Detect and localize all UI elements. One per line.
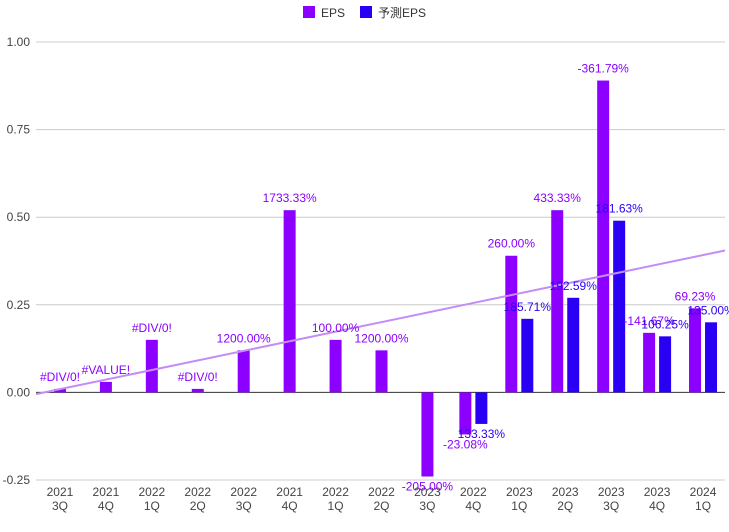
eps-data-label: #DIV/0! [178, 370, 218, 384]
forecast-eps-data-label: 181.63% [595, 202, 643, 216]
x-category-quarter: 3Q [52, 499, 68, 513]
data-labels: #DIV/0!#VALUE!#DIV/0!#DIV/0!1200.00%1733… [40, 62, 729, 494]
x-category-year: 2023 [644, 485, 671, 499]
x-category-year: 2023 [552, 485, 579, 499]
eps-data-label: -141.67% [623, 314, 675, 328]
x-category-year: 2022 [230, 485, 257, 499]
y-tick-label: 0.00 [7, 385, 31, 399]
eps-data-label: #DIV/0! [40, 370, 80, 384]
x-category-year: 2021 [276, 485, 303, 499]
forecast-eps-bar [521, 318, 534, 393]
eps-bar [191, 388, 204, 393]
legend-swatch [303, 6, 315, 18]
x-category-year: 2024 [690, 485, 717, 499]
x-category-quarter: 1Q [511, 499, 527, 513]
eps-bar [505, 255, 518, 393]
forecast-eps-bar [567, 297, 580, 393]
x-category-year: 2022 [460, 485, 487, 499]
forecast-eps-bar [475, 392, 488, 424]
eps-data-label: 100.00% [312, 321, 360, 335]
eps-trendline [35, 249, 726, 396]
x-category-year: 2023 [506, 485, 533, 499]
x-category-quarter: 4Q [465, 499, 481, 513]
eps-bar [329, 339, 342, 393]
x-axis: 20213Q20214Q20221Q20222Q20223Q20214Q2022… [47, 485, 717, 513]
eps-bar [421, 392, 434, 477]
forecast-eps-data-label: 135.00% [687, 303, 729, 317]
x-category-quarter: 1Q [144, 499, 160, 513]
eps-data-label: 69.23% [675, 289, 716, 303]
y-tick-label: 1.00 [7, 35, 31, 49]
y-tick-label: 0.75 [7, 123, 31, 137]
forecast-eps-data-label: 185.71% [504, 300, 552, 314]
eps-bar [597, 80, 610, 393]
eps-bar [459, 392, 472, 435]
x-category-quarter: 4Q [98, 499, 114, 513]
forecast-eps-data-label: 106.25% [641, 317, 689, 331]
eps-data-label: 1200.00% [217, 331, 271, 345]
x-category-quarter: 2Q [190, 499, 206, 513]
forecast-eps-data-label: 192.59% [550, 279, 598, 293]
x-category-year: 2021 [47, 485, 74, 499]
x-category-year: 2023 [414, 485, 441, 499]
legend-swatch [360, 6, 372, 18]
eps-data-label: 1200.00% [354, 331, 408, 345]
eps-data-label: 1733.33% [263, 191, 317, 205]
x-category-quarter: 1Q [695, 499, 711, 513]
x-category-quarter: 4Q [282, 499, 298, 513]
eps-data-label: 260.00% [488, 237, 536, 251]
forecast-eps-bar [659, 336, 672, 393]
eps-data-label: -361.79% [577, 62, 629, 76]
x-category-quarter: 3Q [419, 499, 435, 513]
eps-data-label: #VALUE! [82, 363, 130, 377]
forecast-eps-data-label: 133.33% [458, 427, 506, 441]
eps-data-label: #DIV/0! [132, 321, 172, 335]
eps-bar [53, 388, 66, 393]
eps-bar [145, 339, 158, 393]
eps-bar [237, 350, 250, 393]
y-tick-label: 0.25 [7, 298, 31, 312]
x-category-year: 2022 [138, 485, 165, 499]
x-category-quarter: 3Q [236, 499, 252, 513]
x-category-quarter: 2Q [373, 499, 389, 513]
trendline-layer [35, 249, 726, 396]
eps-bar [375, 350, 388, 393]
forecast-eps-bar [705, 322, 718, 393]
eps-bar [283, 210, 296, 393]
bars [53, 80, 718, 477]
eps-data-label: -23.08% [443, 437, 488, 451]
legend: EPS 予測EPS [303, 6, 426, 20]
eps-bar [99, 381, 112, 393]
x-category-year: 2023 [598, 485, 625, 499]
forecast-eps-bar [613, 220, 626, 393]
legend-label[interactable]: 予測EPS [378, 6, 426, 20]
x-category-quarter: 1Q [328, 499, 344, 513]
x-category-quarter: 3Q [603, 499, 619, 513]
x-category-year: 2021 [93, 485, 120, 499]
eps-bar [551, 210, 564, 393]
x-category-quarter: 4Q [649, 499, 665, 513]
x-category-year: 2022 [184, 485, 211, 499]
eps-data-label: 433.33% [534, 191, 582, 205]
y-tick-label: 0.50 [7, 210, 31, 224]
x-category-quarter: 2Q [557, 499, 573, 513]
eps-bar [643, 332, 656, 393]
legend-label[interactable]: EPS [321, 6, 345, 20]
eps-data-label: -205.00% [402, 479, 454, 493]
y-axis: 1.00 0.75 0.50 0.25 0.00 -0.25 [3, 35, 31, 487]
eps-bar [689, 308, 702, 393]
y-tick-label: -0.25 [3, 473, 31, 487]
x-category-year: 2022 [322, 485, 349, 499]
x-category-year: 2022 [368, 485, 395, 499]
